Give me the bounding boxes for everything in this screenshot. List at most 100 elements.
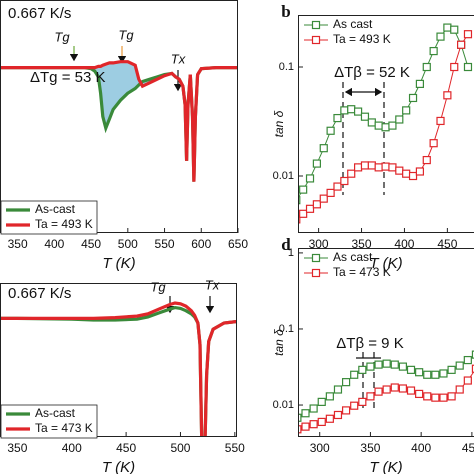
- point: [340, 106, 349, 115]
- point: [347, 169, 356, 178]
- point: [340, 176, 349, 186]
- point: [443, 91, 452, 100]
- series-line: [0, 60, 238, 182]
- point: [436, 116, 445, 126]
- point: [415, 368, 424, 377]
- point: [429, 46, 438, 56]
- point: [408, 93, 418, 103]
- x-axis-label: T (K): [369, 459, 402, 474]
- point: [390, 360, 399, 369]
- point: [309, 420, 318, 429]
- legend-box: [0, 404, 98, 439]
- y-tick-label: 0.01: [273, 170, 294, 182]
- point: [463, 376, 472, 385]
- x-axis-label: T (K): [102, 459, 135, 474]
- point: [341, 406, 351, 415]
- plot-area: [286, 23, 473, 229]
- series-line: [0, 301, 237, 437]
- point: [382, 385, 391, 394]
- x-tick-label: 600: [191, 237, 211, 251]
- point: [463, 355, 472, 365]
- point: [325, 414, 334, 423]
- point: [439, 393, 448, 402]
- point: [415, 79, 425, 88]
- point: [353, 107, 363, 116]
- point: [408, 171, 418, 181]
- y-tick-label: 0.01: [273, 399, 294, 411]
- annotation: Tg: [150, 279, 166, 294]
- point: [333, 113, 342, 123]
- point: [439, 369, 448, 378]
- legend-label: As cast: [333, 17, 373, 31]
- y-tick-label: 0.1: [279, 61, 294, 73]
- legend-label: As cast: [333, 250, 373, 264]
- x-tick-label: 400: [411, 441, 431, 455]
- point: [388, 163, 397, 172]
- point: [455, 361, 464, 370]
- point: [360, 112, 370, 121]
- point: [319, 194, 328, 203]
- point: [301, 409, 310, 418]
- point: [286, 418, 293, 425]
- point: [471, 364, 474, 373]
- point: [423, 392, 432, 401]
- x-tick-label: 350: [352, 237, 372, 251]
- point: [317, 417, 326, 427]
- point: [358, 397, 367, 406]
- legend-label: Ta = 493 K: [333, 32, 391, 46]
- point: [317, 397, 326, 406]
- legend-marker: [311, 253, 321, 263]
- x-tick-label: 450: [116, 441, 136, 455]
- point: [406, 365, 416, 374]
- annotation: Tx: [205, 277, 220, 292]
- point: [415, 167, 425, 176]
- x-tick-label: 550: [225, 441, 245, 455]
- x-tick-label: 450: [462, 441, 474, 455]
- point: [398, 384, 407, 393]
- point: [286, 205, 293, 212]
- point: [415, 389, 424, 399]
- point: [390, 383, 399, 392]
- point: [395, 115, 404, 124]
- point: [457, 40, 466, 49]
- point: [299, 209, 308, 218]
- point: [298, 425, 302, 434]
- point: [429, 139, 438, 148]
- x-tick-label: 400: [394, 237, 414, 251]
- point: [388, 121, 397, 130]
- plot-area: [286, 350, 474, 434]
- point: [402, 169, 411, 178]
- point: [398, 362, 407, 371]
- plot-frame: [0, 0, 238, 233]
- x-axis-label: T (K): [369, 255, 402, 272]
- point: [374, 360, 383, 369]
- point: [366, 392, 375, 401]
- point: [333, 385, 343, 394]
- point: [353, 163, 363, 172]
- annotation: 0.667 K/s: [8, 285, 71, 302]
- x-tick-label: 300: [309, 237, 329, 251]
- point: [443, 23, 452, 32]
- legend-label: Ta = 473 K: [333, 265, 391, 279]
- plot-frame: [298, 15, 474, 233]
- point: [381, 162, 390, 171]
- point: [447, 392, 456, 401]
- point: [358, 365, 367, 374]
- point: [402, 106, 411, 115]
- point: [436, 32, 445, 41]
- point: [367, 118, 376, 127]
- plot-area: [0, 60, 238, 182]
- point: [301, 422, 310, 431]
- x-axis-label: T (K): [102, 255, 135, 272]
- point: [431, 370, 440, 379]
- point: [406, 386, 416, 395]
- point: [298, 413, 302, 422]
- plot-frame: [298, 248, 474, 437]
- panel-label: d: [281, 235, 291, 254]
- point: [286, 222, 293, 229]
- point: [366, 362, 375, 371]
- point: [450, 62, 459, 72]
- annotation: 0.667 K/s: [8, 5, 71, 22]
- point: [341, 378, 351, 387]
- legend-marker: [311, 268, 321, 278]
